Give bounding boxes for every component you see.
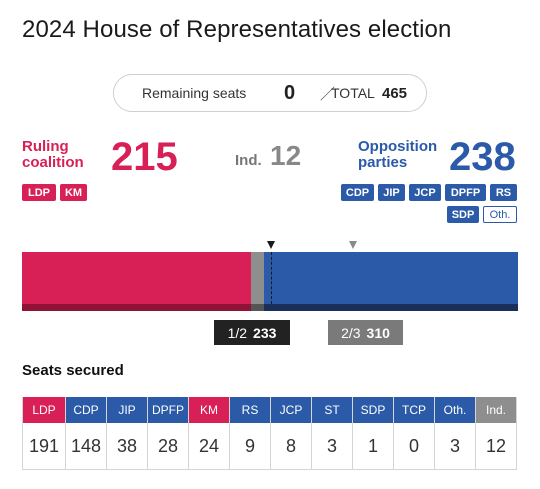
majority-fraction: 1/2 bbox=[227, 324, 248, 341]
party-column-km: KM 24 bbox=[189, 397, 230, 470]
two-thirds-fraction: 2/3 bbox=[341, 324, 361, 341]
independent-bar-segment bbox=[251, 252, 265, 304]
ruling-bar-base bbox=[22, 304, 252, 311]
party-column-tcp: TCP 0 bbox=[394, 397, 435, 470]
party-seat-count: 28 bbox=[148, 423, 188, 470]
party-header: JCP bbox=[271, 397, 311, 423]
party-seat-count: 12 bbox=[476, 423, 516, 470]
two-thirds-threshold-label: 2/3 310 bbox=[328, 320, 403, 345]
party-badge-dpfp: DPFP bbox=[445, 184, 486, 201]
total-seats-value: 465 bbox=[382, 84, 408, 102]
opposition-bar-segment bbox=[264, 252, 518, 304]
majority-marker-icon bbox=[266, 241, 275, 249]
party-badge-others: Oth. bbox=[483, 206, 517, 223]
two-thirds-seat-count: 310 bbox=[366, 324, 390, 341]
independent-bar-base bbox=[251, 304, 265, 311]
party-badge-km: KM bbox=[60, 184, 87, 201]
party-header: Oth. bbox=[435, 397, 475, 423]
remaining-seats-label: Remaining seats bbox=[142, 85, 247, 101]
majority-seat-count: 233 bbox=[253, 324, 277, 341]
party-column-oth: Oth. 3 bbox=[435, 397, 476, 470]
party-column-st: ST 3 bbox=[312, 397, 353, 470]
party-header: CDP bbox=[66, 397, 106, 423]
party-header: LDP bbox=[23, 397, 65, 423]
party-seat-count: 3 bbox=[312, 423, 352, 470]
party-seat-count: 191 bbox=[23, 423, 65, 470]
remaining-seats-box: Remaining seats 0 ／ TOTAL 465 bbox=[113, 74, 427, 112]
party-seat-count: 148 bbox=[66, 423, 106, 470]
remaining-seats-value: 0 bbox=[284, 81, 296, 104]
party-seat-count: 38 bbox=[107, 423, 147, 470]
party-seat-count: 1 bbox=[353, 423, 393, 470]
slash-separator: ／ bbox=[320, 85, 336, 103]
opposition-parties-label: Opposition parties bbox=[358, 138, 438, 171]
party-header: Ind. bbox=[476, 397, 516, 423]
ruling-bar-segment bbox=[22, 252, 252, 304]
opposition-bar-base bbox=[264, 304, 518, 311]
party-header: RS bbox=[230, 397, 270, 423]
party-header: TCP bbox=[394, 397, 434, 423]
seat-share-bar bbox=[22, 252, 518, 311]
party-badge-jip: JIP bbox=[378, 184, 405, 201]
party-column-ldp: LDP 191 bbox=[23, 397, 66, 470]
independent-label: Ind. bbox=[235, 152, 262, 169]
party-header: DPFP bbox=[148, 397, 188, 423]
party-seat-count: 0 bbox=[394, 423, 434, 470]
party-column-cdp: CDP 148 bbox=[66, 397, 107, 470]
independent-seats: 12 bbox=[270, 140, 302, 171]
party-seat-count: 24 bbox=[189, 423, 229, 470]
party-header: JIP bbox=[107, 397, 147, 423]
party-badge-ldp: LDP bbox=[22, 184, 56, 201]
party-header: SDP bbox=[353, 397, 393, 423]
party-column-jip: JIP 38 bbox=[107, 397, 148, 470]
party-seat-count: 3 bbox=[435, 423, 475, 470]
party-column-ind: Ind. 12 bbox=[476, 397, 517, 470]
party-badge-jcp: JCP bbox=[409, 184, 441, 201]
party-column-jcp: JCP 8 bbox=[271, 397, 312, 470]
party-column-dpfp: DPFP 28 bbox=[148, 397, 189, 470]
majority-threshold-label: 1/2 233 bbox=[214, 320, 290, 345]
party-seat-count: 9 bbox=[230, 423, 270, 470]
seats-secured-table: LDP 191 CDP 148 JIP 38 DPFP 28 KM 24 RS 9 JCP 8 ST 3 SDP… bbox=[22, 397, 518, 470]
ruling-coalition-label: Ruling coalition bbox=[22, 138, 84, 171]
party-badge-rs: RS bbox=[490, 184, 517, 201]
majority-line bbox=[270, 252, 272, 304]
total-seats-label: TOTAL bbox=[331, 85, 375, 101]
party-column-sdp: SDP 1 bbox=[353, 397, 394, 470]
party-header: KM bbox=[189, 397, 229, 423]
opposition-parties-seats: 238 bbox=[449, 135, 516, 179]
page-title: 2024 House of Representatives election bbox=[22, 16, 452, 43]
two-thirds-marker-icon bbox=[348, 241, 357, 249]
party-column-rs: RS 9 bbox=[230, 397, 271, 470]
ruling-coalition-seats: 215 bbox=[111, 135, 178, 179]
seats-secured-title: Seats secured bbox=[22, 362, 124, 379]
party-badge-sdp: SDP bbox=[447, 206, 479, 223]
party-header: ST bbox=[312, 397, 352, 423]
party-seat-count: 8 bbox=[271, 423, 311, 470]
party-badge-cdp: CDP bbox=[341, 184, 374, 201]
